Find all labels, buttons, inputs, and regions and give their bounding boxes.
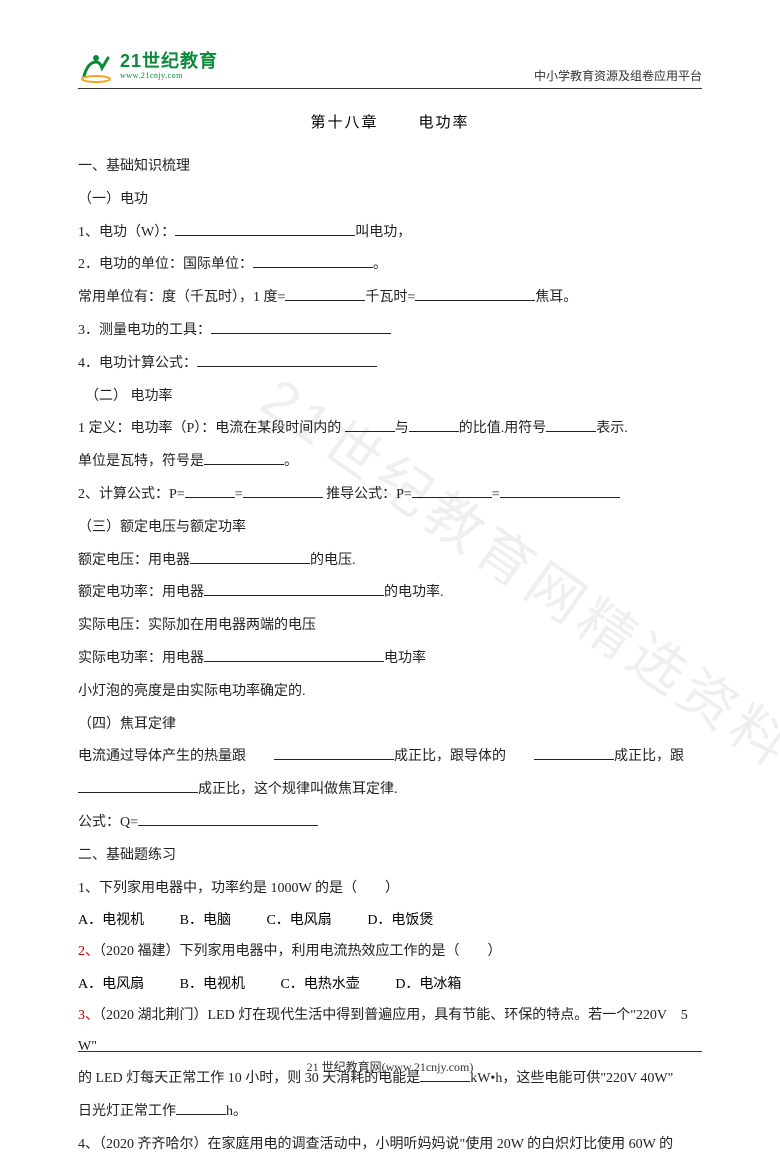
section-heading: 二、基础题练习 xyxy=(78,841,702,872)
text-line: 成正比，这个规律叫做焦耳定律. xyxy=(78,775,702,806)
logo-main-text: 21世纪教育 xyxy=(120,52,218,72)
subsection-heading: （三）额定电压与额定功率 xyxy=(78,513,702,544)
subsection-heading: （二） 电功率 xyxy=(78,382,702,413)
option-d: D．电饭煲 xyxy=(367,906,433,937)
text-line: 2、计算公式：P== 推导公式：P== xyxy=(78,480,702,511)
question: 2、（2020 福建）下列家用电器中，利用电流热效应工作的是（ ） xyxy=(78,937,702,968)
section-heading: 一、基础知识梳理 xyxy=(78,152,702,183)
text-line: 小灯泡的亮度是由实际电功率确定的. xyxy=(78,677,702,708)
options-row: A．电视机 B．电脑 C．电风扇 D．电饭煲 xyxy=(78,906,702,937)
text-line: 4．电功计算公式： xyxy=(78,349,702,380)
text-line: 实际电功率：用电器电功率 xyxy=(78,644,702,675)
question: 1、下列家用电器中，功率约是 1000W 的是（ ） xyxy=(78,874,702,905)
text-line: 2．电功的单位：国际单位：。 xyxy=(78,250,702,281)
text-line: 3．测量电功的工具： xyxy=(78,316,702,347)
option-c: C．电风扇 xyxy=(266,906,331,937)
logo: 21世纪教育 www.21cnjy.com xyxy=(78,48,218,84)
text-line: 单位是瓦特，符号是。 xyxy=(78,447,702,478)
subsection-heading: （四）焦耳定律 xyxy=(78,710,702,741)
page-title: 第十八章电功率 xyxy=(78,111,702,132)
subsection-heading: （一）电功 xyxy=(78,185,702,216)
option-d: D．电冰箱 xyxy=(395,970,461,1001)
document-body: 第十八章电功率 一、基础知识梳理 （一）电功 1、电功（W）：叫电功， 2．电功… xyxy=(78,111,702,1161)
page-header: 21世纪教育 www.21cnjy.com 中小学教育资源及组卷应用平台 xyxy=(78,48,702,89)
text-line: 额定电压：用电器的电压. xyxy=(78,546,702,577)
question: 3、（2020 湖北荆门）LED 灯在现代生活中得到普遍应用，具有节能、环保的特… xyxy=(78,1001,702,1063)
text-line: 的 LED 灯每天正常工作 10 小时，则 30 天消耗的电能是kW•h，这些电… xyxy=(78,1064,702,1095)
question: 4、（2020 齐齐哈尔）在家庭用电的调查活动中，小明听妈妈说"使用 20W 的… xyxy=(78,1130,702,1161)
text-line: 公式：Q= xyxy=(78,808,702,839)
text-line: 日光灯正常工作h。 xyxy=(78,1097,702,1128)
option-a: A．电视机 xyxy=(78,906,144,937)
logo-sub-text: www.21cnjy.com xyxy=(120,72,218,81)
text-line: 1 定义：电功率（P）：电流在某段时间内的 与的比值.用符号表示. xyxy=(78,414,702,445)
option-b: B．电视机 xyxy=(180,970,245,1001)
header-right-text: 中小学教育资源及组卷应用平台 xyxy=(534,67,702,84)
option-a: A．电风扇 xyxy=(78,970,144,1001)
text-line: 1、电功（W）：叫电功， xyxy=(78,218,702,249)
text-line: 常用单位有：度（千瓦时），1 度=千瓦时=焦耳。 xyxy=(78,283,702,314)
option-b: B．电脑 xyxy=(180,906,231,937)
option-c: C．电热水壶 xyxy=(280,970,359,1001)
text-line: 电流通过导体产生的热量跟 成正比，跟导体的 成正比，跟 xyxy=(78,742,702,773)
options-row: A．电风扇 B．电视机 C．电热水壶 D．电冰箱 xyxy=(78,970,702,1001)
text-line: 实际电压：实际加在用电器两端的电压 xyxy=(78,611,702,642)
logo-icon xyxy=(78,48,114,84)
text-line: 额定电功率：用电器的电功率. xyxy=(78,578,702,609)
